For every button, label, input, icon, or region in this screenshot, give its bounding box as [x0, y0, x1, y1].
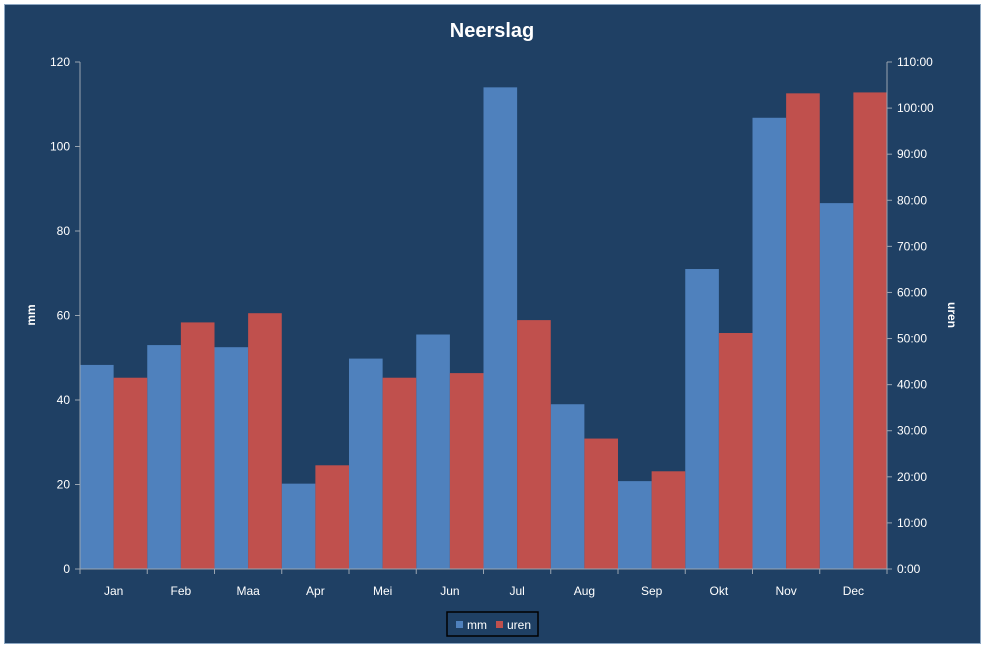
bar-mm-maa — [214, 347, 249, 569]
bar-mm-sep — [618, 481, 652, 569]
x-tick-label-okt: Okt — [710, 584, 729, 598]
bars-layer — [80, 87, 888, 570]
x-tick-label-feb: Feb — [171, 584, 192, 598]
y-right-tick-label: 100:00 — [897, 101, 934, 115]
axes-layer — [75, 61, 892, 574]
y-left-tick-label: 40 — [57, 393, 71, 407]
y-right-tick-label: 10:00 — [897, 516, 927, 530]
bar-uren-jan — [113, 377, 148, 569]
bar-mm-jul — [483, 87, 518, 569]
x-tick-label-sep: Sep — [641, 584, 663, 598]
y-left-tick-label: 100 — [50, 140, 70, 154]
y-left-tick-label: 120 — [50, 55, 70, 69]
y-right-tick-label: 40:00 — [897, 378, 927, 392]
y-left-tick-label: 20 — [57, 478, 71, 492]
bar-mm-mei — [349, 358, 383, 570]
bar-uren-sep — [651, 471, 686, 569]
x-tick-label-nov: Nov — [775, 584, 796, 598]
legend-swatch-mm — [456, 621, 463, 628]
bar-uren-aug — [584, 438, 619, 569]
y-axis-right-label: uren — [945, 302, 959, 328]
bar-mm-nov — [752, 117, 787, 570]
y-right-tick-label: 20:00 — [897, 470, 927, 484]
x-tick-label-jul: Jul — [509, 584, 524, 598]
x-tick-label-jan: Jan — [104, 584, 123, 598]
legend-swatch-uren — [496, 621, 503, 628]
legend: mm uren — [446, 611, 539, 637]
y-left-tick-label: 0 — [63, 562, 70, 576]
bar-uren-maa — [248, 313, 282, 569]
legend-label-mm: mm — [467, 618, 487, 632]
bar-uren-mei — [382, 377, 417, 569]
bar-mm-jun — [416, 334, 450, 569]
bar-mm-feb — [147, 345, 181, 569]
bar-uren-nov — [786, 93, 820, 569]
y-axis-left-label: mm — [24, 304, 38, 325]
y-right-tick-label: 50:00 — [897, 332, 927, 346]
x-tick-label-jun: Jun — [440, 584, 459, 598]
x-tick-label-dec: Dec — [843, 584, 864, 598]
chart-title: Neerslag — [450, 20, 535, 42]
bar-mm-jan — [80, 364, 114, 569]
y-right-tick-label: 60:00 — [897, 285, 927, 299]
bar-uren-jun — [449, 373, 484, 569]
legend-label-uren: uren — [507, 618, 531, 632]
bar-uren-apr — [315, 465, 350, 569]
x-tick-label-aug: Aug — [574, 584, 595, 598]
bar-uren-jul — [517, 320, 551, 569]
bar-mm-aug — [550, 404, 585, 570]
y-right-tick-label: 80:00 — [897, 193, 927, 207]
y-right-tick-label: 30:00 — [897, 424, 927, 438]
x-tick-label-apr: Apr — [306, 584, 325, 598]
x-tick-label-mei: Mei — [373, 584, 392, 598]
y-left-tick-label: 60 — [57, 309, 71, 323]
y-right-tick-label: 90:00 — [897, 147, 927, 161]
y-right-tick-label: 110:00 — [897, 55, 933, 69]
x-tick-label-maa: Maa — [236, 584, 260, 598]
bar-mm-apr — [281, 483, 316, 569]
bar-mm-dec — [819, 203, 854, 569]
y-right-tick-label: 70:00 — [897, 239, 927, 253]
bar-mm-okt — [685, 269, 719, 569]
tick-labels-layer: 0 20 40 60 80 100 120 0:00 10:00 20:00 30:00 40:00 5… — [50, 55, 934, 598]
bar-uren-feb — [180, 322, 215, 569]
y-right-tick-label: 0:00 — [897, 562, 921, 576]
bar-uren-okt — [718, 333, 753, 569]
bar-uren-dec — [853, 92, 888, 570]
y-left-tick-label: 80 — [57, 224, 71, 238]
